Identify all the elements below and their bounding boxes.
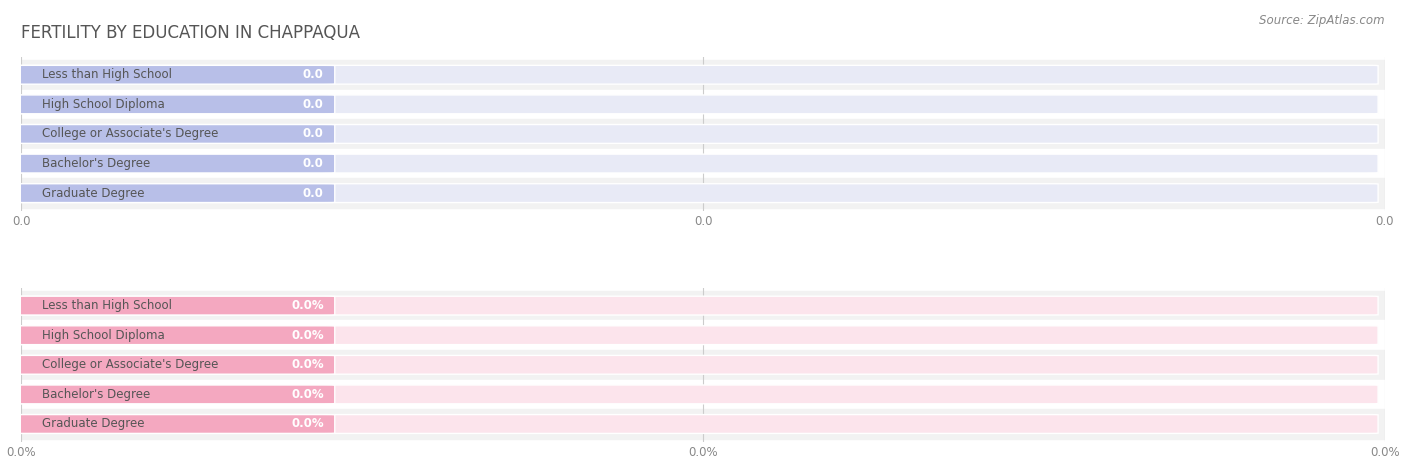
FancyBboxPatch shape	[13, 326, 335, 345]
Text: Less than High School: Less than High School	[42, 299, 172, 312]
Bar	[21, 119, 1385, 149]
Text: 0.0: 0.0	[302, 187, 323, 200]
FancyBboxPatch shape	[13, 296, 1378, 315]
Bar	[21, 350, 1385, 380]
Bar	[21, 90, 1385, 119]
Bar	[21, 291, 1385, 321]
Text: Graduate Degree: Graduate Degree	[42, 187, 143, 200]
Text: Source: ZipAtlas.com: Source: ZipAtlas.com	[1260, 14, 1385, 27]
Bar	[21, 409, 1385, 439]
Bar	[21, 321, 1385, 350]
Text: 0.0%: 0.0%	[291, 358, 323, 371]
Text: 0.0: 0.0	[302, 98, 323, 111]
FancyBboxPatch shape	[13, 95, 1378, 114]
Bar	[21, 149, 1385, 178]
FancyBboxPatch shape	[13, 66, 1378, 84]
FancyBboxPatch shape	[13, 385, 1378, 404]
FancyBboxPatch shape	[13, 154, 335, 173]
FancyBboxPatch shape	[13, 355, 1378, 374]
Text: 0.0: 0.0	[302, 157, 323, 170]
FancyBboxPatch shape	[13, 154, 1378, 173]
FancyBboxPatch shape	[13, 415, 1378, 433]
Text: Bachelor's Degree: Bachelor's Degree	[42, 157, 150, 170]
Bar	[21, 380, 1385, 409]
Text: Bachelor's Degree: Bachelor's Degree	[42, 388, 150, 401]
Bar	[21, 178, 1385, 208]
Text: College or Associate's Degree: College or Associate's Degree	[42, 127, 218, 141]
FancyBboxPatch shape	[13, 124, 1378, 143]
FancyBboxPatch shape	[13, 326, 1378, 345]
FancyBboxPatch shape	[13, 296, 335, 315]
Text: College or Associate's Degree: College or Associate's Degree	[42, 358, 218, 371]
FancyBboxPatch shape	[13, 415, 335, 433]
Text: Graduate Degree: Graduate Degree	[42, 418, 143, 430]
Text: FERTILITY BY EDUCATION IN CHAPPAQUA: FERTILITY BY EDUCATION IN CHAPPAQUA	[21, 24, 360, 42]
FancyBboxPatch shape	[13, 385, 335, 404]
Text: Less than High School: Less than High School	[42, 68, 172, 81]
Text: 0.0%: 0.0%	[291, 329, 323, 342]
Text: 0.0%: 0.0%	[291, 388, 323, 401]
FancyBboxPatch shape	[13, 184, 335, 202]
Text: 0.0: 0.0	[302, 127, 323, 141]
Text: 0.0%: 0.0%	[291, 299, 323, 312]
FancyBboxPatch shape	[13, 66, 335, 84]
FancyBboxPatch shape	[13, 184, 1378, 202]
Text: 0.0: 0.0	[302, 68, 323, 81]
Text: 0.0%: 0.0%	[291, 418, 323, 430]
FancyBboxPatch shape	[13, 95, 335, 114]
FancyBboxPatch shape	[13, 124, 335, 143]
Text: High School Diploma: High School Diploma	[42, 329, 165, 342]
FancyBboxPatch shape	[13, 355, 335, 374]
Text: High School Diploma: High School Diploma	[42, 98, 165, 111]
Bar	[21, 60, 1385, 90]
